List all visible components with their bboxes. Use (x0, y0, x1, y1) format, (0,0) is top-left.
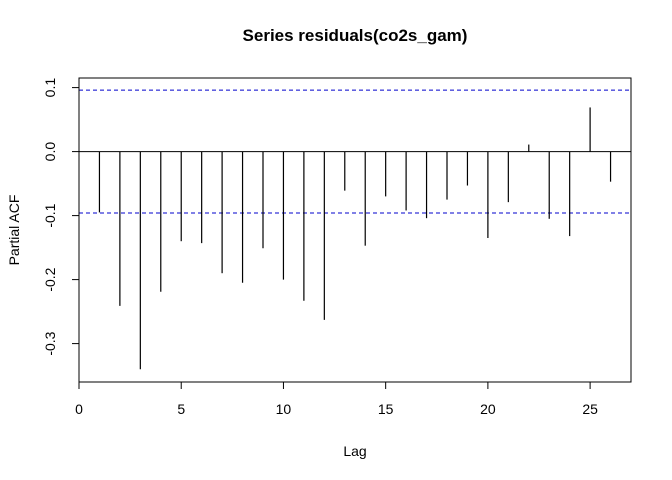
y-tick-label: 0.1 (42, 78, 58, 98)
chart-title: Series residuals(co2s_gam) (243, 26, 468, 45)
y-tick-label: -0.2 (42, 267, 58, 291)
x-axis: 0 5 10 15 20 25 (75, 381, 598, 417)
x-axis-label: Lag (343, 443, 366, 459)
pacf-bars (98, 107, 612, 370)
x-tick-label: 10 (276, 401, 292, 417)
x-tick-label: 20 (480, 401, 496, 417)
x-tick-label: 15 (378, 401, 394, 417)
y-axis-label: Partial ACF (6, 195, 22, 266)
y-axis: -0.3 -0.2 -0.1 0.0 0.1 (42, 78, 80, 356)
x-tick-label: 25 (582, 401, 598, 417)
confidence-bounds (79, 89, 631, 214)
y-tick-label: 0.0 (42, 142, 58, 162)
x-tick-label: 0 (75, 401, 83, 417)
y-tick-label: -0.1 (42, 203, 58, 227)
x-tick-label: 5 (177, 401, 185, 417)
y-tick-label: -0.3 (42, 331, 58, 355)
plot-frame (78, 77, 632, 383)
